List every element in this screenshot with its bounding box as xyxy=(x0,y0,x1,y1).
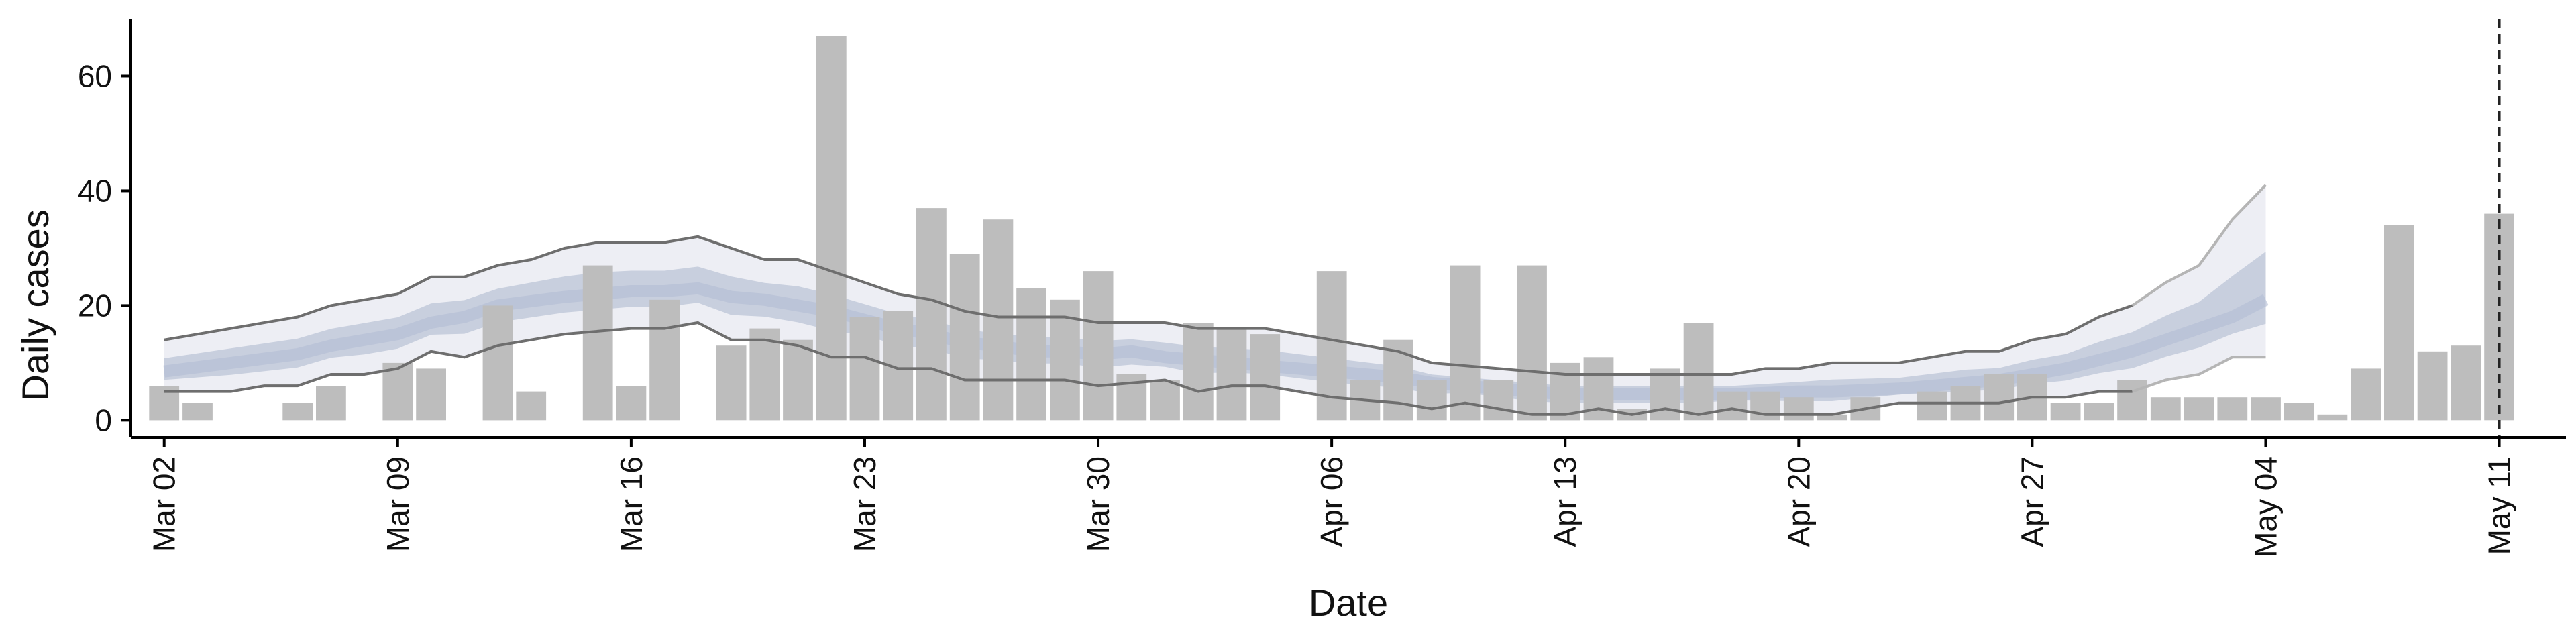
case-bar xyxy=(983,219,1014,421)
case-bar xyxy=(1483,380,1514,421)
case-bar xyxy=(2284,402,2314,421)
case-bar xyxy=(482,305,513,421)
y-axis-title: Daily cases xyxy=(14,209,56,401)
case-bar xyxy=(282,402,313,421)
case-bar xyxy=(1750,391,1780,421)
case-bar xyxy=(2117,380,2147,421)
case-bar xyxy=(1650,368,1680,421)
case-bar xyxy=(416,368,446,421)
upper-bound-line xyxy=(164,235,2133,376)
x-tick-label: Apr 13 xyxy=(1548,456,1582,547)
case-bar xyxy=(2417,351,2448,421)
case-bar xyxy=(1450,265,1481,421)
credible-interval-bands xyxy=(163,184,2269,415)
case-bar xyxy=(1717,391,1748,421)
y-tick-label: 40 xyxy=(78,173,112,208)
case-bar xyxy=(716,345,747,421)
outer-interval-band xyxy=(164,184,2266,415)
y-tick-label: 60 xyxy=(78,58,112,93)
x-tick-label: Apr 20 xyxy=(1781,456,1816,547)
lower-bound-line xyxy=(164,321,2133,416)
case-bar xyxy=(616,386,647,421)
x-tick-label: Mar 09 xyxy=(380,456,415,552)
y-tick-label: 20 xyxy=(78,288,112,323)
case-bar xyxy=(1517,265,1547,421)
median-line xyxy=(163,282,2269,400)
case-bar xyxy=(2217,397,2248,421)
axes: 0 20 40 60 Mar 02 Mar 09 Mar 16 Mar 23 Mar 30 Apr… xyxy=(78,19,2566,557)
case-bar xyxy=(2251,397,2281,421)
case-bar xyxy=(516,391,547,421)
case-bar xyxy=(2084,402,2114,421)
x-tick-label: May 04 xyxy=(2249,456,2284,557)
case-bar xyxy=(2050,402,2081,421)
case-bar xyxy=(1150,380,1180,421)
case-bar xyxy=(849,317,880,421)
case-bar xyxy=(1183,323,1214,421)
upper-bound-forecast-line xyxy=(2131,184,2267,307)
case-bar xyxy=(1416,380,1447,421)
case-bar xyxy=(2150,397,2181,421)
case-bar xyxy=(316,386,346,421)
lower-bound-forecast-line xyxy=(2131,356,2266,393)
case-bar xyxy=(1216,328,1247,421)
x-tick-label: Mar 16 xyxy=(614,456,649,552)
case-bar xyxy=(783,339,813,421)
case-bar xyxy=(1016,288,1046,421)
case-bar xyxy=(2317,414,2348,421)
case-bar xyxy=(749,328,780,421)
case-bar xyxy=(949,254,980,421)
case-bar xyxy=(1783,397,1814,421)
case-bar xyxy=(382,362,413,421)
case-bar xyxy=(1683,323,1714,421)
case-bar xyxy=(649,299,680,421)
case-bar xyxy=(1250,334,1281,421)
case-bar xyxy=(1083,271,1114,421)
x-tick-label: Apr 06 xyxy=(1314,456,1349,547)
x-tick-label: Mar 30 xyxy=(1081,456,1116,552)
case-bar xyxy=(916,208,947,421)
case-bar xyxy=(816,36,847,421)
x-axis-title: Date xyxy=(1309,582,1388,624)
y-tick-label: 0 xyxy=(95,402,112,437)
case-bar xyxy=(1917,391,1947,421)
case-bar xyxy=(2451,345,2481,421)
case-bar xyxy=(2384,225,2414,421)
case-bar xyxy=(582,265,613,421)
bound-lines xyxy=(164,184,2267,416)
x-tick-label: Apr 27 xyxy=(2015,456,2049,547)
case-bar xyxy=(1383,339,1413,421)
case-bar xyxy=(1817,414,1847,421)
x-tick-label: Mar 23 xyxy=(847,456,882,552)
daily-case-bars xyxy=(149,36,2514,421)
case-bar xyxy=(2351,368,2381,421)
case-bar xyxy=(2184,397,2214,421)
x-tick-label: May 11 xyxy=(2482,456,2517,555)
x-tick-label: Mar 02 xyxy=(147,456,182,552)
case-bar xyxy=(182,402,213,421)
case-bar xyxy=(1984,374,2015,421)
